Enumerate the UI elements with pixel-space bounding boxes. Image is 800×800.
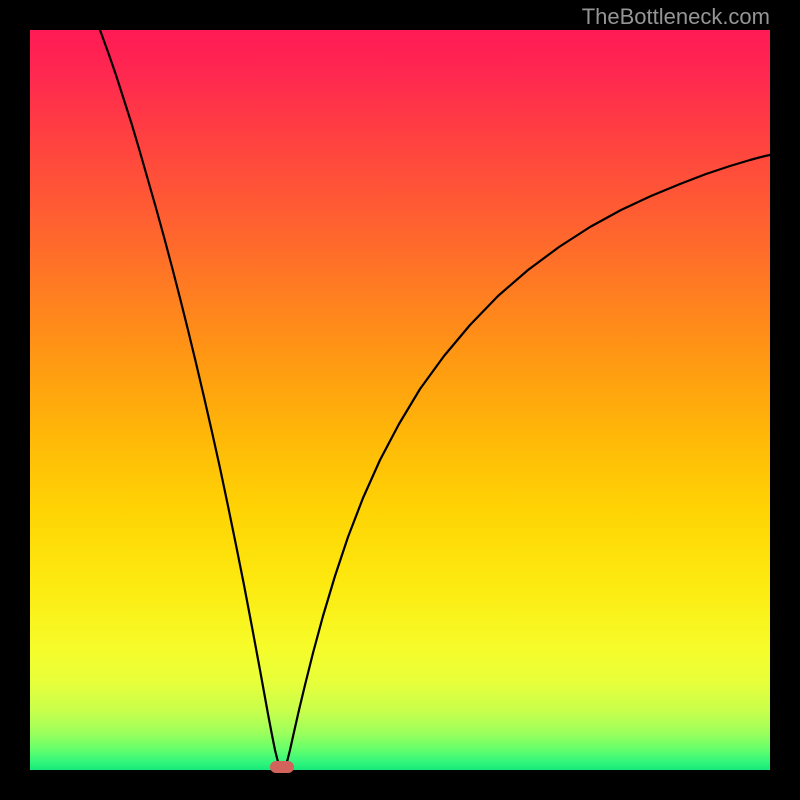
v-curve-line <box>100 30 770 770</box>
plot-area <box>30 30 770 770</box>
watermark-text: TheBottleneck.com <box>582 4 770 30</box>
minimum-marker <box>270 761 294 773</box>
chart-root: TheBottleneck.com <box>0 0 800 800</box>
curve-plot <box>30 30 770 770</box>
